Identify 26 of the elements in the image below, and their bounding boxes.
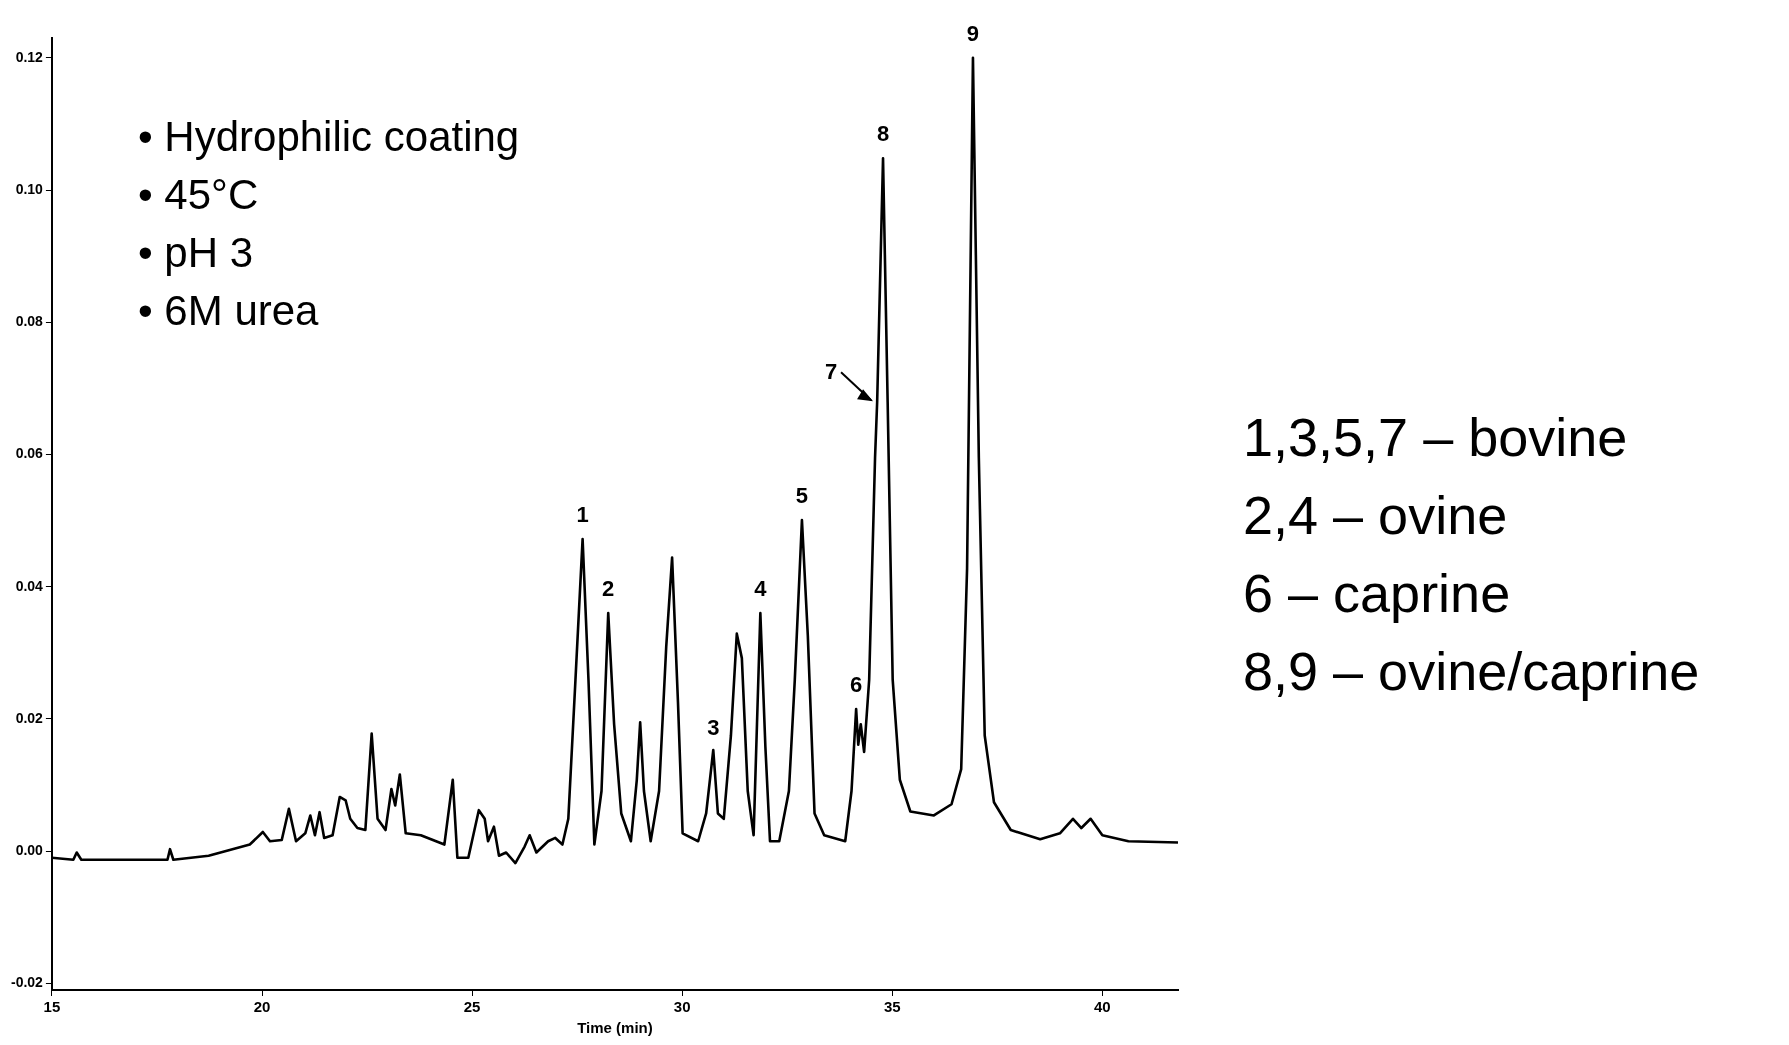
x-tick-label: 20	[253, 998, 271, 1016]
x-tick-label: 30	[673, 998, 691, 1016]
annotation: 3	[707, 715, 720, 741]
annotation: 7	[824, 359, 838, 385]
y-tick-label: 0.10	[15, 180, 44, 197]
y-tick-label: 0.02	[15, 709, 44, 726]
y-tick-label: 0.04	[15, 577, 44, 594]
x-axis-title: Time (min)	[577, 1019, 653, 1037]
x-tick-label: 35	[883, 998, 901, 1016]
annotation: 2	[602, 576, 615, 602]
annotation: 5	[795, 483, 809, 509]
y-tick-label: 0.08	[15, 313, 44, 330]
x-tick-label: 40	[1094, 998, 1111, 1016]
y-tick-label: 0.12	[15, 48, 44, 65]
annotation: 9	[966, 20, 980, 46]
y-tick-label: -0.02	[10, 974, 44, 991]
x-tick-label: 25	[463, 998, 481, 1016]
x-tick-label: 15	[43, 998, 61, 1016]
annotation: 6	[850, 672, 863, 698]
annotation: • Hydrophilic coating • 45°C • pH 3 • 6M urea	[138, 112, 520, 336]
annotation: 1	[576, 502, 589, 528]
y-tick-label: 0.06	[15, 445, 44, 462]
y-tick-label: 0.00	[15, 842, 44, 859]
annotation: 4	[754, 576, 768, 602]
text: 1,3,5,7 – bovine 2,4 – ovine 6 – caprine 8,9 – ovine/caprine	[1243, 406, 1700, 703]
annotation: 8	[876, 121, 890, 147]
